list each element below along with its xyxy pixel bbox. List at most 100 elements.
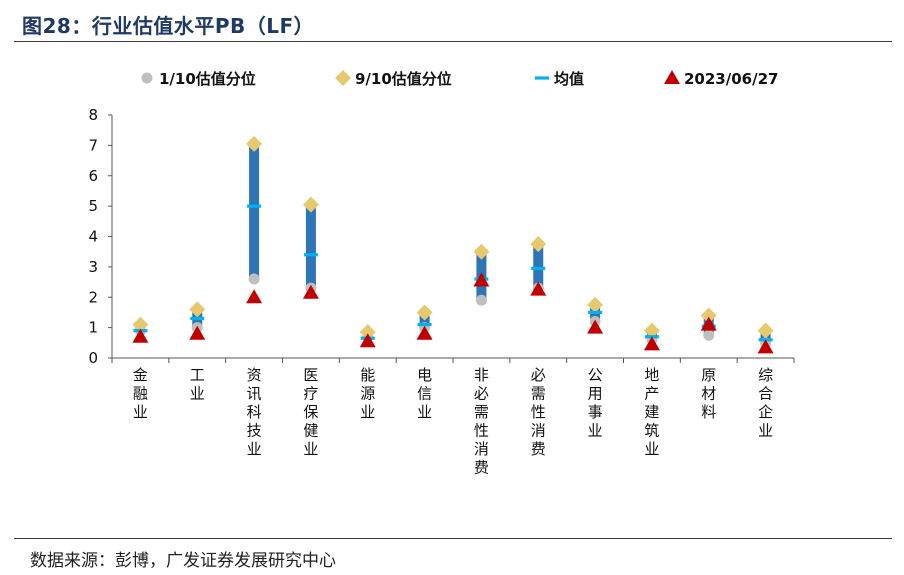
current-point — [643, 336, 660, 351]
x-category-char: 信 — [417, 385, 432, 403]
y-tick-label: 2 — [88, 288, 98, 306]
mean-point — [417, 322, 432, 327]
y-tick-label: 4 — [88, 228, 98, 246]
x-category-char: 工 — [190, 366, 205, 384]
x-category-char: 建 — [644, 403, 659, 421]
data-source-note: 数据来源：彭博，广发证券发展研究中心 — [30, 551, 336, 571]
x-category-char: 用 — [588, 385, 603, 403]
p10-point — [248, 273, 260, 285]
x-category-char: 资 — [247, 366, 262, 384]
x-category-char: 业 — [360, 403, 375, 421]
x-category-char: 业 — [190, 385, 205, 403]
x-category-label: 能源业 — [360, 366, 375, 421]
x-category-label: 原材料 — [701, 366, 716, 421]
x-category-label: 必需性消费 — [531, 366, 546, 458]
legend-label: 1/10估值分位 — [159, 70, 256, 88]
x-category-char: 消 — [531, 422, 546, 440]
current-point — [700, 316, 717, 331]
x-category-char: 业 — [303, 440, 318, 458]
current-point — [132, 328, 149, 343]
range-bars — [135, 143, 771, 343]
current-point — [189, 325, 206, 340]
legend-marker — [335, 70, 351, 86]
y-axis: 0 1 2 3 4 5 6 7 8 — [88, 106, 113, 367]
source-divider — [14, 538, 892, 539]
p10-point — [475, 294, 487, 306]
p90-point — [132, 316, 149, 333]
current-point — [757, 339, 774, 354]
mean-point — [247, 204, 262, 208]
mean-point — [303, 253, 318, 257]
x-category-char: 费 — [474, 459, 489, 477]
p90-point — [643, 322, 660, 339]
x-category-char: 健 — [303, 422, 318, 440]
x-category-char: 必 — [474, 385, 489, 403]
x-category-char: 讯 — [247, 385, 262, 403]
x-category-label: 资讯科技业 — [247, 366, 262, 458]
y-tick-label: 1 — [88, 319, 98, 337]
x-category-label: 非必需性消费 — [474, 366, 489, 477]
x-category-char: 疗 — [303, 385, 318, 403]
current-point — [473, 272, 490, 287]
p90-point — [302, 196, 319, 213]
x-category-char: 电 — [417, 366, 432, 384]
current-point — [302, 284, 319, 299]
p90-point — [359, 324, 376, 341]
range-bar — [305, 204, 316, 289]
x-category-label: 医疗保健业 — [303, 366, 318, 458]
mean-point — [531, 266, 546, 270]
x-category-char: 筑 — [644, 422, 659, 440]
x-category-char: 科 — [247, 403, 262, 421]
figure-title: 图28：行业估值水平PB（LF） — [22, 14, 315, 38]
x-category-char: 金 — [133, 366, 148, 384]
x-category-char: 事 — [588, 403, 603, 421]
y-tick-label: 3 — [88, 258, 98, 276]
x-category-char: 公 — [588, 366, 603, 384]
legend-label: 9/10估值分位 — [355, 70, 452, 88]
x-category-label: 公用事业 — [588, 366, 603, 440]
x-category-char: 产 — [644, 385, 659, 403]
current-point — [587, 319, 604, 334]
x-category-char: 必 — [531, 366, 546, 384]
x-category-char: 业 — [588, 422, 603, 440]
p90-point — [246, 135, 263, 152]
p90-point — [700, 307, 717, 324]
mean-point — [190, 316, 205, 321]
x-category-char: 业 — [758, 422, 773, 440]
x-category-char: 业 — [644, 440, 659, 458]
x-category-char: 综 — [758, 366, 773, 384]
x-category-char: 原 — [701, 366, 716, 384]
x-category-label: 电信业 — [417, 366, 432, 421]
x-category-char: 性 — [531, 403, 546, 421]
current-point — [530, 281, 547, 296]
legend-label: 2023/06/27 — [684, 70, 778, 88]
x-category-char: 材 — [701, 385, 716, 403]
legend-marker — [141, 72, 153, 84]
p90-point — [587, 296, 604, 313]
legend-marker — [535, 76, 549, 80]
x-category-char: 业 — [247, 440, 262, 458]
p90-point — [189, 301, 206, 318]
x-category-char: 医 — [303, 366, 318, 384]
p90-point — [473, 243, 490, 260]
x-category-char: 业 — [417, 403, 432, 421]
y-tick-label: 6 — [88, 167, 98, 185]
p90-point — [416, 304, 433, 321]
x-category-char: 地 — [644, 366, 659, 384]
series-marks — [132, 135, 774, 354]
x-category-char: 需 — [531, 385, 546, 403]
title-divider — [14, 41, 892, 42]
x-category-char: 融 — [133, 385, 148, 403]
x-category-label: 金融业 — [133, 366, 148, 421]
x-category-char: 能 — [360, 366, 375, 384]
legend-label: 均值 — [554, 70, 584, 88]
x-category-char: 性 — [474, 422, 489, 440]
x-axis: 金融业工业资讯科技业医疗保健业能源业电信业非必需性消费必需性消费公用事业地产建筑… — [111, 357, 795, 477]
x-category-char: 需 — [474, 403, 489, 421]
range-bar — [533, 244, 544, 289]
legend: 1/10估值分位 9/10估值分位 均值 2023/06/27 — [141, 70, 778, 88]
x-category-char: 料 — [701, 403, 716, 421]
p90-point — [530, 236, 547, 253]
x-category-label: 工业 — [190, 366, 205, 403]
